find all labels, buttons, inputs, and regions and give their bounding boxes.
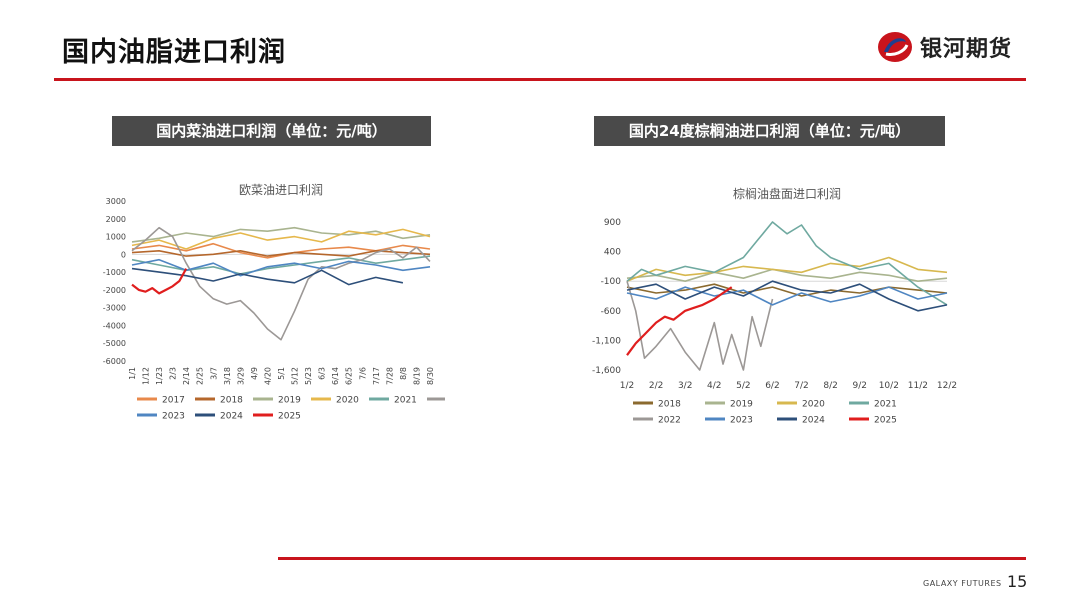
series-line-2023 (626, 286, 948, 306)
x-tick-label: 2/25 (196, 367, 205, 385)
series-line-2020 (131, 228, 431, 250)
y-tick-label: -1,600 (592, 366, 621, 376)
page-title: 国内油脂进口利润 (62, 37, 286, 68)
y-tick-label: -3000 (103, 304, 126, 313)
series-line-2019 (131, 226, 431, 243)
section-heading-rapeseed: 国内菜油进口利润（单位：元/吨） (112, 116, 431, 146)
x-tick-label: 4/20 (263, 367, 272, 385)
x-tick-label: 1/12 (142, 367, 151, 385)
x-tick-label: 5/12 (291, 367, 300, 385)
series-line-2018 (626, 283, 948, 297)
legend-label-2020: 2020 (802, 400, 825, 410)
series-line-2021 (131, 255, 431, 275)
legend-label-2021: 2021 (394, 396, 417, 406)
x-tick-label: 7/17 (372, 367, 381, 385)
y-tick-label: 900 (604, 218, 621, 228)
brand-logo: 银河期货 (876, 30, 1012, 64)
y-tick-label: -5000 (103, 339, 126, 348)
legend-label-2025: 2025 (278, 412, 301, 422)
series-line-2024 (626, 280, 948, 312)
x-tick-label: 5/23 (304, 367, 313, 385)
legend-label-2023: 2023 (730, 416, 753, 426)
x-tick-label: 11/2 (908, 381, 928, 391)
legend-label-2018: 2018 (658, 400, 681, 410)
series-line-2017 (131, 242, 431, 259)
x-tick-label: 7/28 (385, 367, 394, 385)
x-tick-label: 6/2 (765, 381, 779, 391)
x-tick-label: 3/7 (209, 367, 218, 380)
rapeseed-import-profit-chart: 欧菜油进口利润 3000 2000 1000 0 -1000 -2000 -3000 -4000… (103, 183, 445, 422)
legend-label-2024: 2024 (220, 412, 243, 422)
series-line-2023 (131, 258, 431, 277)
x-tick-label: 8/2 (823, 381, 837, 391)
legend-label-2025: 2025 (874, 416, 897, 426)
legend-label-2022: 2022 (658, 416, 681, 426)
footer-brand: GALAXY FUTURES (923, 579, 1002, 588)
legend-label-2018: 2018 (220, 396, 243, 406)
series-line-2022 (131, 226, 431, 341)
x-tick-label: 5/2 (736, 381, 750, 391)
x-tick-label: 1/2 (620, 381, 634, 391)
y-tick-label: -6000 (103, 357, 126, 366)
brand-name: 银河期货 (920, 37, 1013, 62)
y-tick-label: 400 (604, 248, 621, 258)
y-tick-label: -100 (601, 277, 622, 287)
x-tick-label: 3/18 (223, 367, 232, 385)
series-line-2019 (626, 268, 948, 282)
x-tick-label: 6/14 (331, 367, 340, 385)
x-tick-label: 6/25 (345, 367, 354, 385)
chart-title: 棕榈油盘面进口利润 (733, 186, 841, 201)
page-number: 15 (1007, 572, 1028, 591)
x-tick-label: 2/2 (649, 381, 663, 391)
y-tick-label: 0 (121, 250, 126, 259)
y-tick-label: -4000 (103, 321, 126, 330)
x-tick-label: 3/29 (236, 367, 245, 385)
x-tick-label: 3/2 (678, 381, 692, 391)
x-tick-label: 4/9 (250, 367, 259, 380)
x-tick-label: 7/6 (358, 367, 367, 380)
header-divider (54, 78, 1026, 81)
y-tick-label: -600 (601, 307, 622, 317)
y-tick-label: -1,100 (592, 336, 621, 346)
chart-title: 欧菜油进口利润 (239, 183, 323, 197)
x-tick-label: 9/2 (852, 381, 866, 391)
legend-label-2021: 2021 (874, 400, 897, 410)
x-tick-label: 1/23 (155, 367, 164, 385)
legend-label-2020: 2020 (336, 396, 359, 406)
series-line-2020 (626, 256, 948, 282)
y-tick-label: 3000 (106, 197, 126, 206)
legend-label-2019: 2019 (730, 400, 753, 410)
y-tick-label: -1000 (103, 268, 126, 277)
y-tick-label: 2000 (106, 215, 126, 224)
legend-label-2019: 2019 (278, 396, 301, 406)
x-tick-label: 12/2 (937, 381, 957, 391)
legend-label-2024: 2024 (802, 416, 825, 426)
x-tick-label: 8/8 (399, 367, 408, 380)
x-tick-label: 2/14 (182, 367, 191, 385)
x-tick-label: 8/30 (426, 367, 435, 385)
series-line-2024 (131, 267, 404, 286)
x-tick-label: 8/19 (412, 367, 421, 385)
section-heading-palm: 国内24度棕榈油进口利润（单位：元/吨） (594, 116, 945, 146)
legend-label-2017: 2017 (162, 396, 185, 406)
x-tick-label: 10/2 (879, 381, 899, 391)
palm-import-profit-chart: 棕榈油盘面进口利润 900 400 -100 -600 -1,100 -1,600 1/2 2/… (592, 186, 957, 426)
x-tick-label: 1/1 (128, 367, 137, 380)
x-tick-label: 4/2 (707, 381, 721, 391)
x-tick-label: 5/1 (277, 367, 286, 380)
series-line-2025 (626, 286, 733, 356)
x-tick-label: 2/3 (169, 367, 178, 380)
y-tick-label: -2000 (103, 286, 126, 295)
y-tick-label: 1000 (106, 233, 126, 242)
series-line-2021 (626, 221, 948, 306)
galaxy-logo-icon (878, 32, 912, 62)
x-tick-label: 6/3 (318, 367, 327, 380)
legend-label-2023: 2023 (162, 412, 185, 422)
series-line-2025 (131, 268, 188, 295)
footer-divider (278, 557, 1026, 560)
x-tick-label: 7/2 (794, 381, 808, 391)
series-line-2022 (626, 280, 774, 371)
